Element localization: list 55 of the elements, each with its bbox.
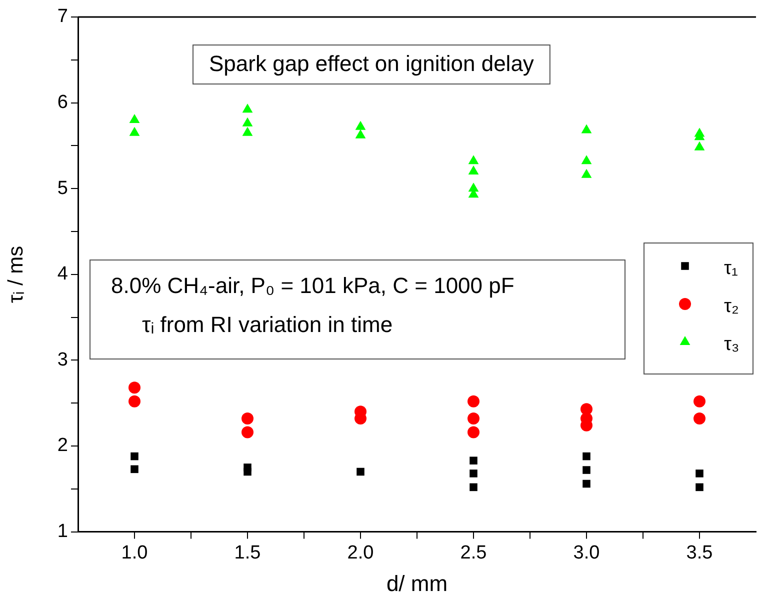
point — [468, 412, 480, 425]
point — [470, 483, 478, 492]
point — [581, 168, 592, 178]
y-axis-title: τᵢ / ms — [4, 246, 28, 303]
point — [356, 468, 364, 476]
y-tick-label: 5 — [57, 178, 68, 199]
point — [355, 129, 366, 138]
point — [468, 395, 480, 408]
point — [244, 468, 252, 476]
point — [128, 395, 140, 408]
point — [696, 483, 704, 492]
point — [130, 452, 138, 460]
x-tick-label: 3.0 — [573, 542, 600, 564]
point — [581, 155, 592, 164]
point — [355, 120, 366, 130]
point — [468, 426, 480, 438]
point — [694, 395, 706, 408]
legend-label: τ₁ — [724, 258, 738, 280]
point — [242, 412, 254, 425]
point — [581, 124, 592, 134]
point — [582, 466, 590, 474]
annotation: 8.0% CH₄-air, P₀ = 101 kPa, C = 1000 pF — [111, 273, 514, 298]
point — [242, 426, 254, 438]
y-tick-label: 4 — [57, 264, 68, 285]
point — [694, 141, 705, 150]
y-tick-label: 7 — [57, 6, 68, 28]
x-tick-label: 2.5 — [460, 542, 487, 564]
point — [470, 470, 478, 478]
x-tick-label: 3.5 — [686, 542, 713, 564]
point — [242, 117, 253, 126]
legend-label: τ₂ — [724, 296, 739, 318]
point — [129, 114, 140, 123]
point — [242, 126, 253, 136]
point — [130, 465, 138, 474]
y-tick-label: 3 — [57, 349, 68, 370]
point — [696, 470, 704, 478]
x-axis-title: d/ mm — [386, 570, 448, 596]
point — [128, 382, 140, 394]
point — [470, 456, 478, 464]
point — [242, 104, 253, 113]
point — [582, 480, 590, 488]
x-tick-label: 2.0 — [347, 542, 374, 564]
annotation: τᵢ from RI variation in time — [142, 312, 393, 338]
y-tick-label: 1 — [57, 521, 68, 542]
x-tick-label: 1.0 — [121, 542, 148, 564]
point — [582, 452, 590, 460]
point — [468, 155, 479, 164]
y-tick-label: 2 — [57, 435, 68, 456]
y-tick-label: 6 — [57, 92, 68, 114]
point — [468, 165, 479, 174]
legend-label: τ₃ — [724, 334, 740, 356]
point — [129, 126, 140, 136]
point — [694, 412, 706, 425]
text: Spark gap effect on ignition delay — [209, 51, 534, 76]
x-tick-label: 1.5 — [234, 542, 261, 564]
